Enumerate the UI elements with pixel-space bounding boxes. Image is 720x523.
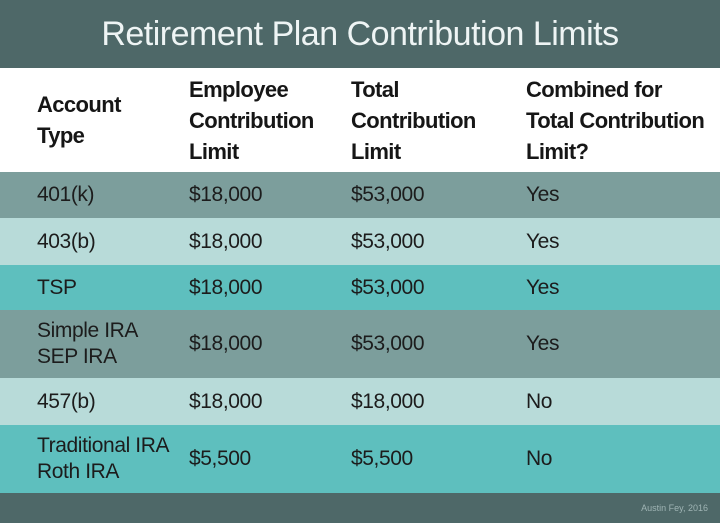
column-header: Total Contribution Limit bbox=[351, 68, 476, 172]
cell-line: $18,000 bbox=[189, 332, 263, 355]
cell-line: Limit bbox=[189, 138, 239, 164]
cell-line: Yes bbox=[526, 332, 560, 355]
cell-line: Employee bbox=[189, 76, 289, 102]
cell-line: Yes bbox=[526, 275, 560, 299]
cell-line: Yes bbox=[526, 183, 560, 206]
table-cell: No bbox=[526, 425, 552, 493]
table-cell: $18,000 bbox=[189, 378, 263, 425]
cell-line: Contribution bbox=[189, 107, 314, 133]
cell-line: $5,500 bbox=[189, 447, 251, 470]
cell-line: Combined for bbox=[526, 76, 662, 102]
table-cell: $53,000 bbox=[351, 172, 425, 218]
table-row: 401(k) $18,000 $53,000 Yes bbox=[0, 172, 720, 218]
cell-line: Total Contribution bbox=[526, 107, 705, 133]
cell-line: Contribution bbox=[351, 107, 476, 133]
cell-line: $53,000 bbox=[351, 275, 425, 299]
column-header: Combined for Total Contribution Limit? bbox=[526, 68, 705, 172]
table-cell: No bbox=[526, 378, 552, 425]
table-cell: Yes bbox=[526, 265, 559, 310]
table-cell: $18,000 bbox=[189, 265, 263, 310]
cell-line: $18,000 bbox=[351, 389, 425, 413]
title: Retirement Plan Contribution Limits bbox=[0, 0, 720, 68]
cell-line: Traditional IRA bbox=[37, 434, 170, 457]
table-cell: Yes bbox=[526, 310, 559, 378]
column-header: Account Type bbox=[37, 68, 121, 172]
table-row: 457(b) $18,000 $18,000 No bbox=[0, 378, 720, 425]
cell-line: Limit bbox=[351, 138, 401, 164]
footer: Austin Fey, 2016 bbox=[0, 493, 720, 523]
table-cell: 401(k) bbox=[37, 172, 95, 218]
cell-line: Total bbox=[351, 76, 400, 102]
cell-line: Limit? bbox=[526, 138, 589, 164]
cell-line: $53,000 bbox=[351, 332, 425, 355]
cell-line: Type bbox=[37, 123, 85, 148]
table-row: Simple IRA SEP IRA $18,000 $53,000 Yes bbox=[0, 310, 720, 378]
table-row: 403(b) $18,000 $53,000 Yes bbox=[0, 218, 720, 265]
table-cell: $53,000 bbox=[351, 310, 425, 378]
table-cell: 457(b) bbox=[37, 378, 96, 425]
cell-line: $18,000 bbox=[189, 183, 263, 206]
table-cell: $53,000 bbox=[351, 218, 425, 265]
table-cell: Yes bbox=[526, 218, 559, 265]
cell-line: $18,000 bbox=[189, 275, 263, 299]
column-header: Employee Contribution Limit bbox=[189, 68, 314, 172]
cell-line: TSP bbox=[37, 275, 77, 299]
cell-line: Roth IRA bbox=[37, 460, 119, 483]
cell-line: $53,000 bbox=[351, 183, 425, 206]
table-cell: Simple IRA SEP IRA bbox=[37, 310, 138, 378]
cell-line: 403(b) bbox=[37, 229, 96, 253]
table-cell: $5,500 bbox=[351, 425, 413, 493]
cell-line: Yes bbox=[526, 229, 560, 253]
cell-line: $5,500 bbox=[351, 447, 413, 470]
table-cell: $18,000 bbox=[189, 172, 263, 218]
table-row: Traditional IRA Roth IRA $5,500 $5,500 No bbox=[0, 425, 720, 493]
credit: Austin Fey, 2016 bbox=[641, 503, 708, 513]
header-row: Account Type Employee Contribution Limit Tota… bbox=[0, 68, 720, 172]
table-cell: $18,000 bbox=[189, 310, 263, 378]
table-cell: $18,000 bbox=[189, 218, 263, 265]
table-cell: TSP bbox=[37, 265, 77, 310]
cell-line: 457(b) bbox=[37, 389, 96, 413]
table-cell: $5,500 bbox=[189, 425, 251, 493]
table-cell: Yes bbox=[526, 172, 559, 218]
cell-line: $53,000 bbox=[351, 229, 425, 253]
cell-line: 401(k) bbox=[37, 183, 95, 206]
cell-line: Account bbox=[37, 92, 121, 117]
cell-line: Simple IRA bbox=[37, 319, 139, 342]
cell-line: No bbox=[526, 447, 553, 470]
cell-line: $18,000 bbox=[189, 389, 263, 413]
table-row: TSP $18,000 $53,000 Yes bbox=[0, 265, 720, 310]
table-cell: 403(b) bbox=[37, 218, 96, 265]
cell-line: SEP IRA bbox=[37, 345, 117, 368]
table-cell: $53,000 bbox=[351, 265, 425, 310]
table-cell: $18,000 bbox=[351, 378, 425, 425]
table-cell: Traditional IRA Roth IRA bbox=[37, 425, 170, 493]
cell-line: No bbox=[526, 389, 553, 413]
cell-line: $18,000 bbox=[189, 229, 263, 253]
